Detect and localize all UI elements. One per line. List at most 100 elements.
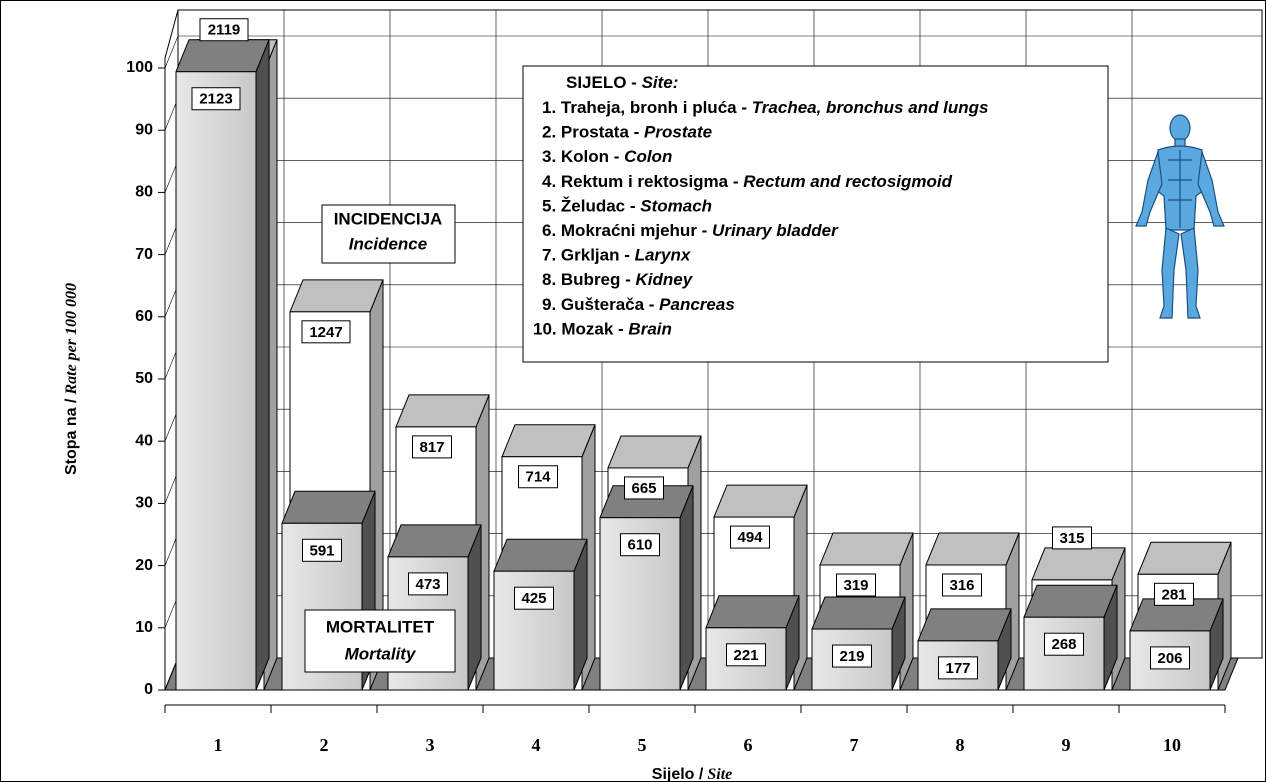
count-label: 221: [733, 647, 758, 664]
y-tick-label: 60: [135, 308, 153, 325]
y-tick-label: 70: [135, 246, 153, 263]
count-label-box: [836, 573, 876, 597]
legend-item-hr: 2. Prostata -: [542, 123, 644, 142]
count-label-box: [832, 644, 872, 668]
legend-item-hr: 1. Traheja, bronh i pluća -: [542, 98, 752, 117]
count-label: 425: [521, 590, 546, 607]
count-label: 817: [419, 439, 444, 456]
count-label: 1247: [309, 324, 342, 341]
legend-item: 2. Prostata - Prostate: [542, 123, 712, 142]
legend-item-en: Larynx: [635, 246, 692, 265]
count-label-box: [518, 465, 558, 489]
count-label-box: [301, 320, 351, 344]
legend-item: 1. Traheja, bronh i pluća - Trachea, bro…: [542, 98, 989, 117]
bar-top: [1137, 541, 1232, 575]
count-label: 316: [949, 577, 974, 594]
annotation: MORTALITET: [326, 617, 435, 636]
bar-top: [705, 595, 800, 629]
x-tick-label: 8: [956, 735, 965, 755]
legend-item: 3. Kolon - Colon: [542, 148, 672, 167]
count-label: 494: [737, 529, 763, 546]
count-label-box: [1044, 632, 1084, 656]
legend-item-en: Urinary bladder: [712, 221, 839, 240]
bar-top: [607, 435, 702, 469]
x-tick-label: 10: [1163, 735, 1181, 755]
count-label-box: [514, 586, 554, 610]
x-tick-label: 6: [744, 735, 753, 755]
x-tick-label: 3: [426, 735, 435, 755]
legend-item: 5. Želudac - Stomach: [542, 197, 712, 216]
count-label-box: [942, 573, 982, 597]
count-label: 2119: [208, 22, 241, 39]
y-tick-label: 100: [126, 59, 153, 76]
count-label-box: [191, 87, 241, 111]
count-label-box: [1150, 646, 1190, 670]
legend-item-hr: 7. Grkljan -: [542, 246, 635, 265]
legend-item-en: Brain: [628, 320, 671, 339]
count-label-box: [726, 643, 766, 667]
legend-title-en: Site:: [642, 73, 679, 92]
x-axis-title-en: Site: [707, 766, 732, 782]
y-tick-label: 80: [135, 184, 153, 201]
legend-item-en: Prostate: [644, 123, 712, 142]
legend-item: 6. Mokraćni mjehur - Urinary bladder: [542, 221, 839, 240]
bar-top: [501, 424, 596, 458]
legend-item-en: Kidney: [636, 271, 694, 290]
bar-top: [387, 524, 482, 558]
bar-top: [713, 484, 808, 518]
legend-title-hr: SIJELO -: [566, 73, 642, 92]
x-tick-label: 1: [214, 735, 223, 755]
y-tick-label: 0: [144, 681, 153, 698]
count-label: 2123: [199, 91, 232, 108]
legend-item-hr: 3. Kolon -: [542, 148, 624, 167]
legend-item: 10. Mozak - Brain: [533, 320, 672, 339]
bar-top: [819, 532, 914, 566]
bar-top: [917, 608, 1012, 642]
y-tick-label: 20: [135, 557, 153, 574]
count-label-box: [408, 572, 448, 596]
x-tick-label: 4: [532, 735, 541, 755]
count-label-box: [302, 538, 342, 562]
x-tick-label: 9: [1062, 735, 1071, 755]
legend-title: SIJELO - Site:: [566, 73, 678, 92]
y-axis-title-en: Rate per 100 000: [63, 283, 80, 396]
y-tick-label: 50: [135, 370, 153, 387]
legend-item: 7. Grkljan - Larynx: [542, 246, 692, 265]
legend: 1. Traheja, bronh i pluća - Trachea, bro…: [533, 98, 989, 338]
legend-box: [522, 65, 1109, 363]
annotation-box: [321, 204, 456, 264]
count-label: 665: [631, 480, 656, 497]
x-axis-title: Sijelo / Site: [652, 766, 732, 782]
annotation: Incidence: [349, 234, 427, 253]
y-tick-label: 40: [135, 432, 153, 449]
count-label: 591: [309, 542, 334, 559]
annotation: Mortality: [345, 644, 417, 663]
bar-top: [175, 39, 270, 73]
bar-top: [1023, 584, 1118, 618]
x-tick-label: 7: [850, 735, 859, 755]
overlay: INCIDENCIJA Incidence MORTALITET Mortali…: [304, 65, 1225, 673]
count-label: 219: [839, 648, 864, 665]
legend-item-hr: 5. Želudac -: [542, 197, 640, 216]
count-label-box: [1154, 582, 1194, 606]
x-tick-label: 5: [638, 735, 647, 755]
legend-item-hr: 8. Bubreg -: [542, 271, 636, 290]
y-tick-label: 90: [135, 121, 153, 138]
legend-item-en: Trachea, bronchus and lungs: [752, 98, 989, 117]
bar: [175, 71, 257, 691]
bar-top: [289, 279, 384, 313]
bar-top: [811, 596, 906, 630]
y-tick-label: 30: [135, 495, 153, 512]
y-tick-label: 10: [135, 619, 153, 636]
bar-side: [679, 485, 694, 691]
count-label: 610: [627, 537, 652, 554]
legend-item-hr: 4. Rektum i rektosigma -: [542, 172, 743, 191]
legend-item-hr: 6. Mokraćni mjehur -: [542, 221, 712, 240]
count-label-box: [730, 525, 770, 549]
annotation-box: [304, 609, 456, 673]
grid-line: [164, 35, 1262, 69]
legend-item: 4. Rektum i rektosigma - Rectum and rect…: [542, 172, 953, 191]
count-label: 268: [1051, 636, 1076, 653]
bar-side: [255, 39, 270, 691]
